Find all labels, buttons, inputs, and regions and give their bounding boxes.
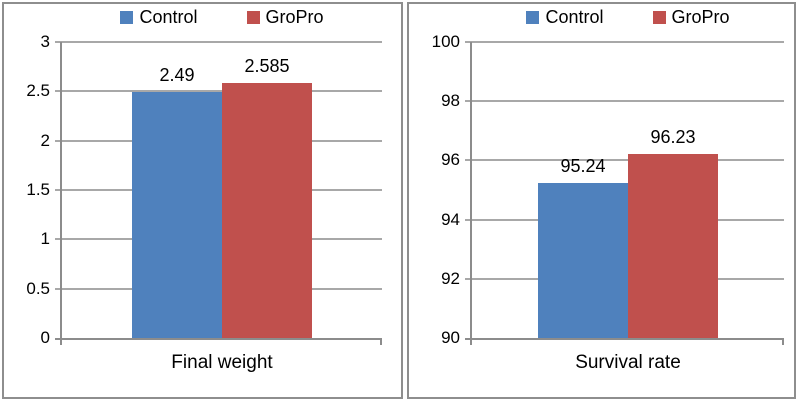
data-label-control: 95.24 <box>560 155 606 176</box>
x-axis-end-tick <box>470 340 472 345</box>
y-axis-tick-label: 0.5 <box>26 278 50 298</box>
bar-chart-final-weight: Control GroPro Final weight 3 2.5 2 1.5 1 0.5… <box>4 4 401 397</box>
y-axis-tick-label: 94 <box>441 209 460 229</box>
y-axis-line <box>60 42 62 338</box>
gridline <box>55 41 382 43</box>
gridline <box>465 159 784 162</box>
control-series-swatch-icon <box>120 10 134 24</box>
legend-item-gropro: GroPro <box>652 7 730 27</box>
bar-control <box>132 92 222 338</box>
y-axis-line <box>470 42 472 338</box>
legend-label-control: Control <box>139 7 198 27</box>
legend: Control GroPro <box>62 7 382 27</box>
legend-label-gropro: GroPro <box>265 7 324 27</box>
bar-gropro <box>628 153 718 338</box>
legend-item-gropro: GroPro <box>246 7 324 27</box>
data-label-gropro: 2.585 <box>244 55 290 76</box>
y-axis-tick-label: 90 <box>441 328 460 347</box>
x-axis-end-tick <box>782 340 784 345</box>
y-axis-tick-label: 1 <box>40 229 50 249</box>
bar-control <box>538 182 628 338</box>
legend: Control GroPro <box>472 7 784 27</box>
control-series-swatch-icon <box>526 10 540 24</box>
category-label-survival-rate: Survival rate <box>575 352 681 373</box>
y-axis-tick-label: 2 <box>40 130 50 150</box>
gropro-series-swatch-icon <box>652 10 666 24</box>
y-axis-tick-label: 100 <box>431 32 460 51</box>
y-axis-tick-label: 2.5 <box>26 81 50 101</box>
x-axis-line <box>465 338 784 340</box>
y-axis-tick-label: 1.5 <box>26 180 50 199</box>
gridline <box>55 90 382 93</box>
legend-item-control: Control <box>526 7 604 27</box>
gridline <box>465 41 784 43</box>
chart-panel-final-weight: Control GroPro Final weight 3 2.5 2 1.5 1 0.5… <box>2 2 403 399</box>
legend-label-gropro: GroPro <box>671 7 730 27</box>
gridline <box>465 100 784 103</box>
bar-gropro <box>222 82 312 338</box>
y-axis-tick-label: 3 <box>40 32 50 51</box>
y-axis-tick-label: 98 <box>441 91 460 111</box>
y-axis-tick-label: 96 <box>441 150 460 170</box>
bar-chart-survival-rate: Control GroPro Survival rate 100 98 96 94 92… <box>409 4 794 397</box>
legend-item-control: Control <box>120 7 198 27</box>
legend-label-control: Control <box>545 7 604 27</box>
x-axis-end-tick <box>380 340 382 345</box>
gropro-series-swatch-icon <box>246 10 260 24</box>
y-axis-tick-label: 0 <box>40 328 50 347</box>
chart-panel-survival-rate: Control GroPro Survival rate 100 98 96 94 92… <box>407 2 796 399</box>
x-axis-line <box>55 338 382 340</box>
y-axis-tick-label: 92 <box>441 268 460 288</box>
data-label-control: 2.49 <box>159 65 195 86</box>
data-label-gropro: 96.23 <box>650 126 696 147</box>
x-axis-end-tick <box>60 340 62 345</box>
category-label-final-weight: Final weight <box>171 352 273 373</box>
